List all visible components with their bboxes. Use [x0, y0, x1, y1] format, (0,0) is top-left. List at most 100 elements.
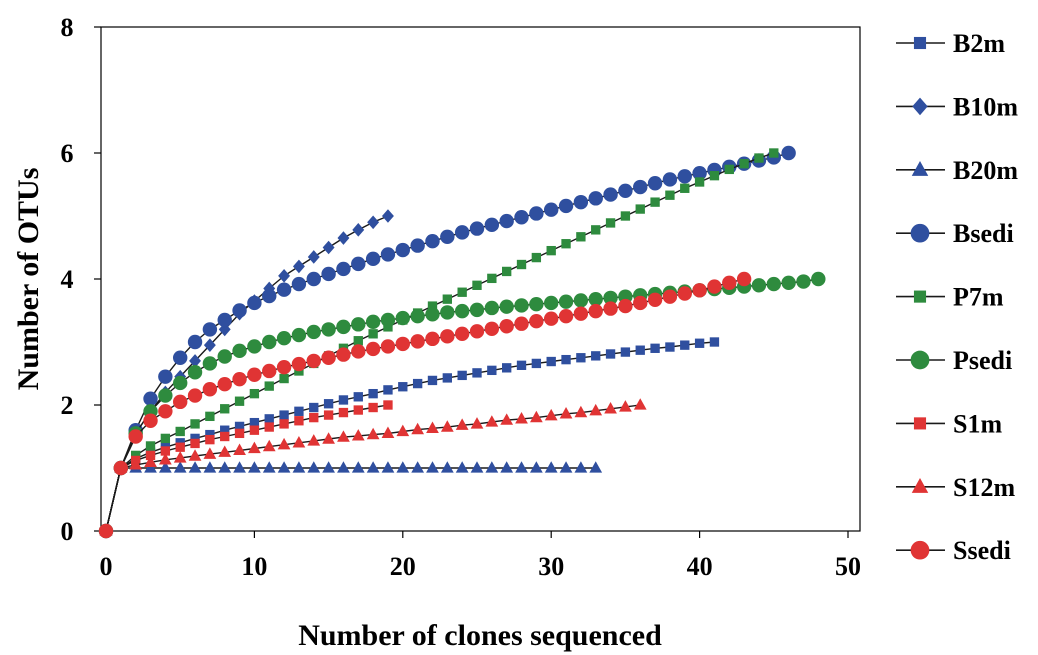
- legend-marker-Ssedi: [910, 540, 930, 560]
- x-tick-label-2: 20: [390, 552, 416, 581]
- legend-marker-Bsedi: [910, 223, 930, 243]
- data-point-Psedi-21: [410, 308, 425, 324]
- data-point-P7m-38: [665, 190, 675, 200]
- data-point-Ssedi-4: [158, 404, 173, 419]
- data-point-P7m-4: [160, 433, 171, 444]
- data-point-Psedi-19: [380, 312, 396, 328]
- data-point-Ssedi-19: [380, 339, 396, 354]
- data-point-Psedi-16: [336, 319, 351, 335]
- data-point-Bsedi-8: [217, 312, 232, 328]
- x-axis-title: Number of clones sequenced: [298, 619, 662, 652]
- data-point-B20m-17: [351, 461, 365, 473]
- data-point-Ssedi-11: [262, 363, 277, 379]
- data-point-Ssedi-33: [588, 303, 603, 319]
- data-point-B2m-24: [457, 370, 467, 381]
- data-point-Bsedi-17: [351, 256, 366, 272]
- data-point-B20m-20: [396, 461, 410, 473]
- data-point-B2m-30: [546, 356, 556, 367]
- data-point-Psedi-9: [232, 343, 247, 359]
- data-point-Psedi-29: [529, 297, 544, 312]
- data-point-B2m-32: [576, 353, 586, 363]
- data-point-Bsedi-16: [336, 261, 351, 277]
- data-point-Bsedi-34: [603, 187, 618, 202]
- data-point-Ssedi-22: [425, 331, 440, 347]
- data-point-Ssedi-8: [217, 377, 232, 392]
- data-point-S1m-14: [309, 412, 319, 423]
- data-point-B2m-21: [412, 378, 423, 389]
- data-point-Ssedi-3: [143, 413, 158, 428]
- data-point-Ssedi-0: [98, 523, 114, 539]
- data-point-Psedi-26: [484, 300, 500, 316]
- data-point-P7m-18: [368, 329, 378, 339]
- data-point-P7m-10: [249, 388, 260, 399]
- data-point-Psedi-8: [217, 349, 232, 364]
- legend-label-B2m: B2m: [953, 29, 1005, 58]
- data-point-B2m-39: [680, 340, 690, 350]
- legend: B2m B10m B20m Bsedi P7m Psedi S1m S12m Ssedi: [896, 29, 1018, 565]
- legend-marker-S1m: [913, 417, 927, 430]
- data-point-B20m-30: [544, 461, 558, 473]
- data-point-P7m-29: [531, 252, 542, 263]
- data-point-B10m-17: [352, 223, 365, 237]
- data-point-S1m-16: [338, 407, 349, 418]
- data-point-B2m-6: [190, 433, 200, 444]
- data-point-B20m-9: [233, 461, 246, 473]
- data-point-Bsedi-7: [202, 322, 218, 337]
- data-point-S12m-22: [426, 421, 439, 433]
- data-point-S1m-19: [383, 400, 393, 410]
- data-point-B2m-23: [442, 373, 452, 383]
- data-point-S1m-9: [234, 428, 245, 439]
- data-point-Bsedi-39: [677, 169, 692, 184]
- series-S12m: [99, 398, 647, 536]
- legend-marker-S12m: [911, 478, 929, 493]
- data-point-B10m-13: [292, 259, 305, 274]
- data-point-S12m-29: [529, 410, 543, 423]
- data-point-Ssedi-39: [677, 286, 692, 301]
- data-point-S12m-27: [500, 413, 514, 425]
- data-point-B2m-13: [294, 406, 304, 416]
- data-point-B2m-36: [635, 345, 645, 355]
- data-point-Bsedi-14: [306, 271, 321, 287]
- data-point-B2m-25: [472, 368, 482, 378]
- data-point-B20m-14: [307, 461, 321, 473]
- data-point-B20m-23: [440, 461, 454, 473]
- data-point-B20m-12: [277, 461, 291, 473]
- data-point-B10m-12: [278, 269, 291, 283]
- data-point-Psedi-30: [544, 295, 559, 311]
- data-point-Bsedi-6: [187, 334, 203, 350]
- data-point-S12m-33: [589, 403, 603, 416]
- data-point-Ssedi-7: [202, 382, 218, 397]
- data-point-S12m-8: [218, 445, 232, 457]
- data-point-S1m-4: [160, 446, 171, 456]
- data-point-B2m-16: [338, 395, 349, 405]
- data-point-Psedi-15: [321, 322, 336, 337]
- data-point-Psedi-48: [811, 271, 826, 287]
- data-point-Ssedi-32: [573, 306, 589, 321]
- legend-label-Ssedi: Ssedi: [953, 536, 1011, 565]
- data-point-Bsedi-36: [633, 179, 648, 195]
- legend-item-Ssedi: Ssedi: [896, 536, 1011, 565]
- data-point-S12m-2: [129, 458, 143, 470]
- data-point-P7m-23: [442, 294, 452, 304]
- data-point-S1m-12: [279, 419, 289, 429]
- x-tick-label-0: 0: [100, 552, 113, 581]
- x-tick-label-1: 10: [241, 552, 267, 581]
- x-tick-label-4: 40: [687, 552, 713, 581]
- data-point-Psedi-7: [202, 356, 218, 371]
- data-point-B10m-14: [307, 250, 320, 264]
- data-point-Ssedi-38: [662, 289, 678, 304]
- data-point-P7m-28: [516, 259, 527, 270]
- data-point-S12m-28: [515, 412, 528, 424]
- data-point-B2m-41: [709, 337, 720, 347]
- data-point-P7m-30: [546, 245, 556, 256]
- data-point-Bsedi-24: [454, 225, 470, 240]
- data-point-Psedi-28: [514, 298, 529, 313]
- data-point-Bsedi-28: [514, 210, 529, 225]
- data-point-P7m-41: [709, 171, 720, 181]
- data-point-B2m-38: [665, 342, 675, 352]
- data-point-Ssedi-37: [647, 292, 663, 307]
- data-point-B10m-19: [382, 209, 394, 223]
- legend-label-B20m: B20m: [953, 156, 1018, 185]
- data-point-P7m-40: [694, 177, 705, 187]
- data-point-S1m-7: [205, 434, 215, 445]
